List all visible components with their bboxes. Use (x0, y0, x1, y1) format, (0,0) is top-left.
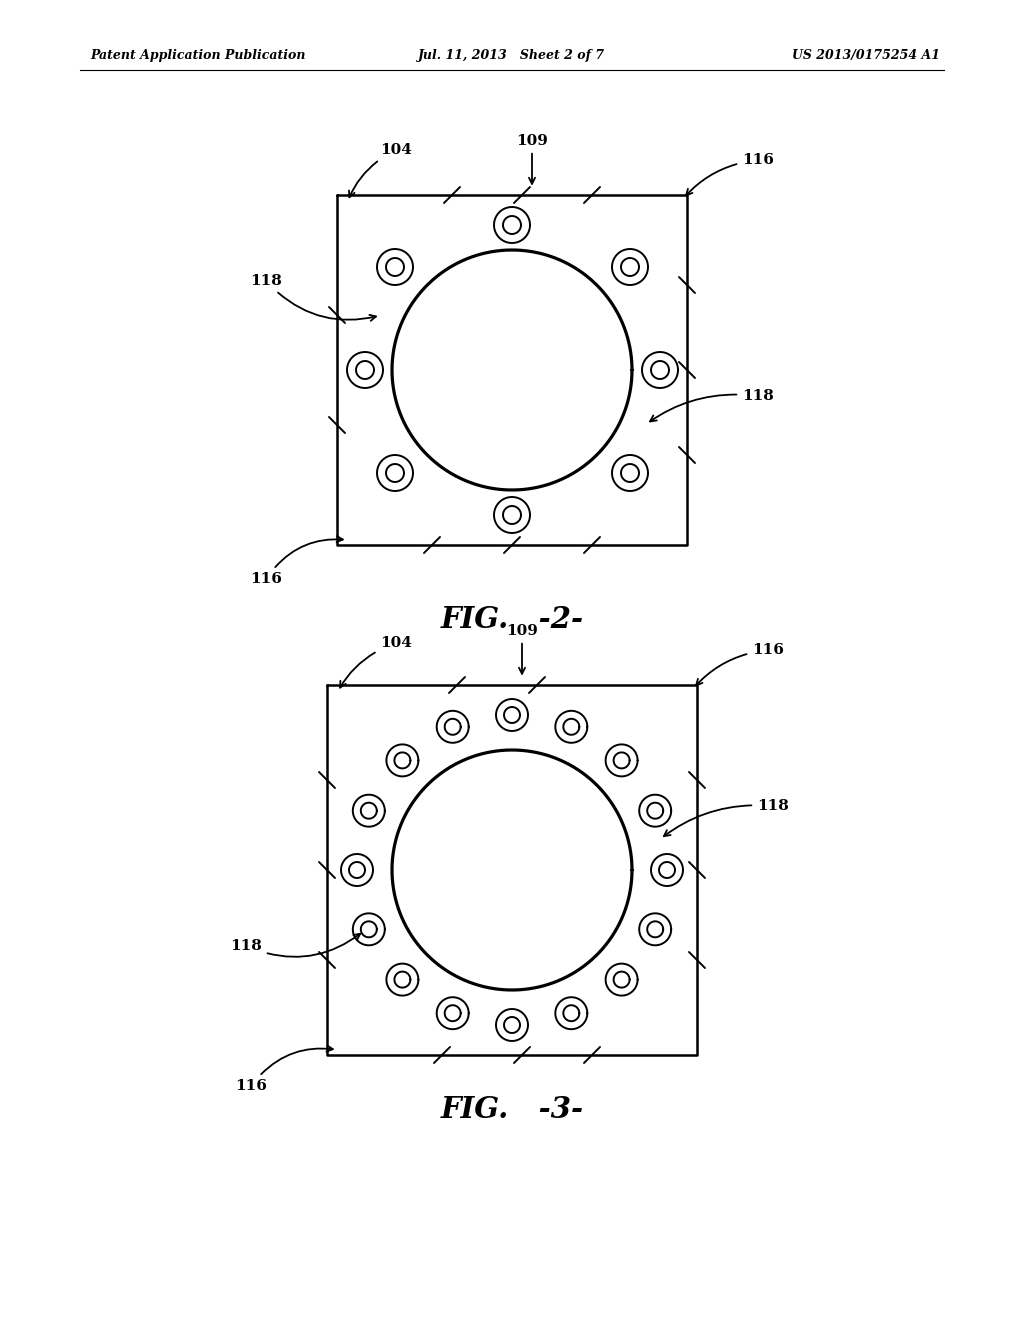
Text: 116: 116 (236, 1045, 333, 1093)
Text: 116: 116 (696, 643, 784, 685)
Text: 104: 104 (349, 143, 412, 197)
Text: 118: 118 (250, 275, 376, 321)
Text: 118: 118 (230, 933, 360, 957)
Text: 118: 118 (650, 389, 774, 421)
Text: 109: 109 (516, 135, 548, 183)
Text: Patent Application Publication: Patent Application Publication (90, 49, 305, 62)
Text: US 2013/0175254 A1: US 2013/0175254 A1 (792, 49, 940, 62)
Text: 116: 116 (686, 153, 774, 195)
Text: 109: 109 (506, 624, 538, 673)
Text: FIG.   -2-: FIG. -2- (440, 606, 584, 635)
Text: Jul. 11, 2013   Sheet 2 of 7: Jul. 11, 2013 Sheet 2 of 7 (419, 49, 605, 62)
Text: 116: 116 (250, 536, 343, 586)
Text: 118: 118 (664, 799, 788, 837)
Text: FIG.   -3-: FIG. -3- (440, 1096, 584, 1125)
Text: 104: 104 (340, 636, 412, 688)
